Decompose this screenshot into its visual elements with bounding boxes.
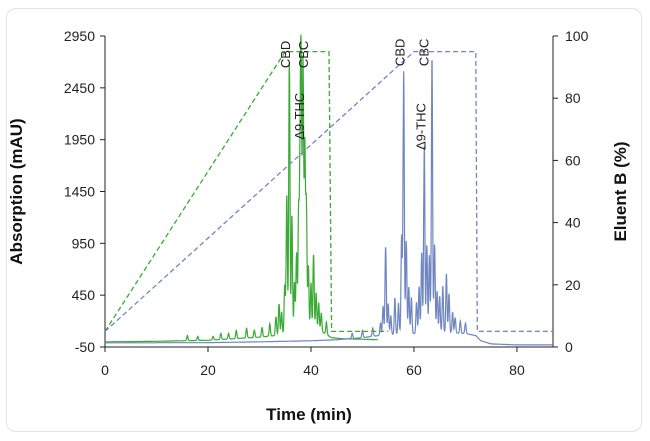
chromatogram-trace-1 [105,60,553,346]
peak-label: CBC [416,39,431,66]
y-tick-label: 1950 [64,132,95,148]
chromatogram-trace-0 [105,34,378,343]
peak-label: Δ9-THC [413,103,428,150]
y-tick-label: -50 [75,339,95,355]
chart-frame [6,8,642,432]
y2-axis-title: Eluent B (%) [611,141,630,241]
gradient-line-2 [104,50,389,333]
x-tick-label: 80 [509,362,525,378]
x-axis-title: Time (min) [266,405,352,424]
y-tick-label: 950 [72,235,96,251]
x-tick-label: 0 [101,362,109,378]
y2-tick-label: 40 [565,215,581,231]
chart-axes: -50 450 950 1450 1950 2450 2950 0 20 40 60 80 100 0 20… [64,28,589,378]
y2-tick-label: 80 [565,90,581,106]
x-tick-label: 60 [406,362,422,378]
y-tick-label: 2950 [64,28,95,44]
y2-tick-label: 100 [565,28,589,44]
x-tick-label: 40 [303,362,319,378]
peak-label: CBD [393,39,408,66]
y2-tick-label: 20 [565,277,581,293]
y-tick-label: 450 [72,287,96,303]
y-axis-title: Absorption (mAU) [7,118,26,264]
x-tick-label: 20 [200,362,216,378]
peak-label: CBC [296,41,311,68]
y2-tick-label: 0 [565,339,573,355]
peak-label: Δ9-THC [292,93,307,140]
chart-series [104,34,553,346]
y-tick-label: 1450 [64,184,95,200]
y-tick-label: 2450 [64,80,95,96]
y2-tick-label: 60 [565,152,581,168]
peak-label: CBD [278,41,293,68]
